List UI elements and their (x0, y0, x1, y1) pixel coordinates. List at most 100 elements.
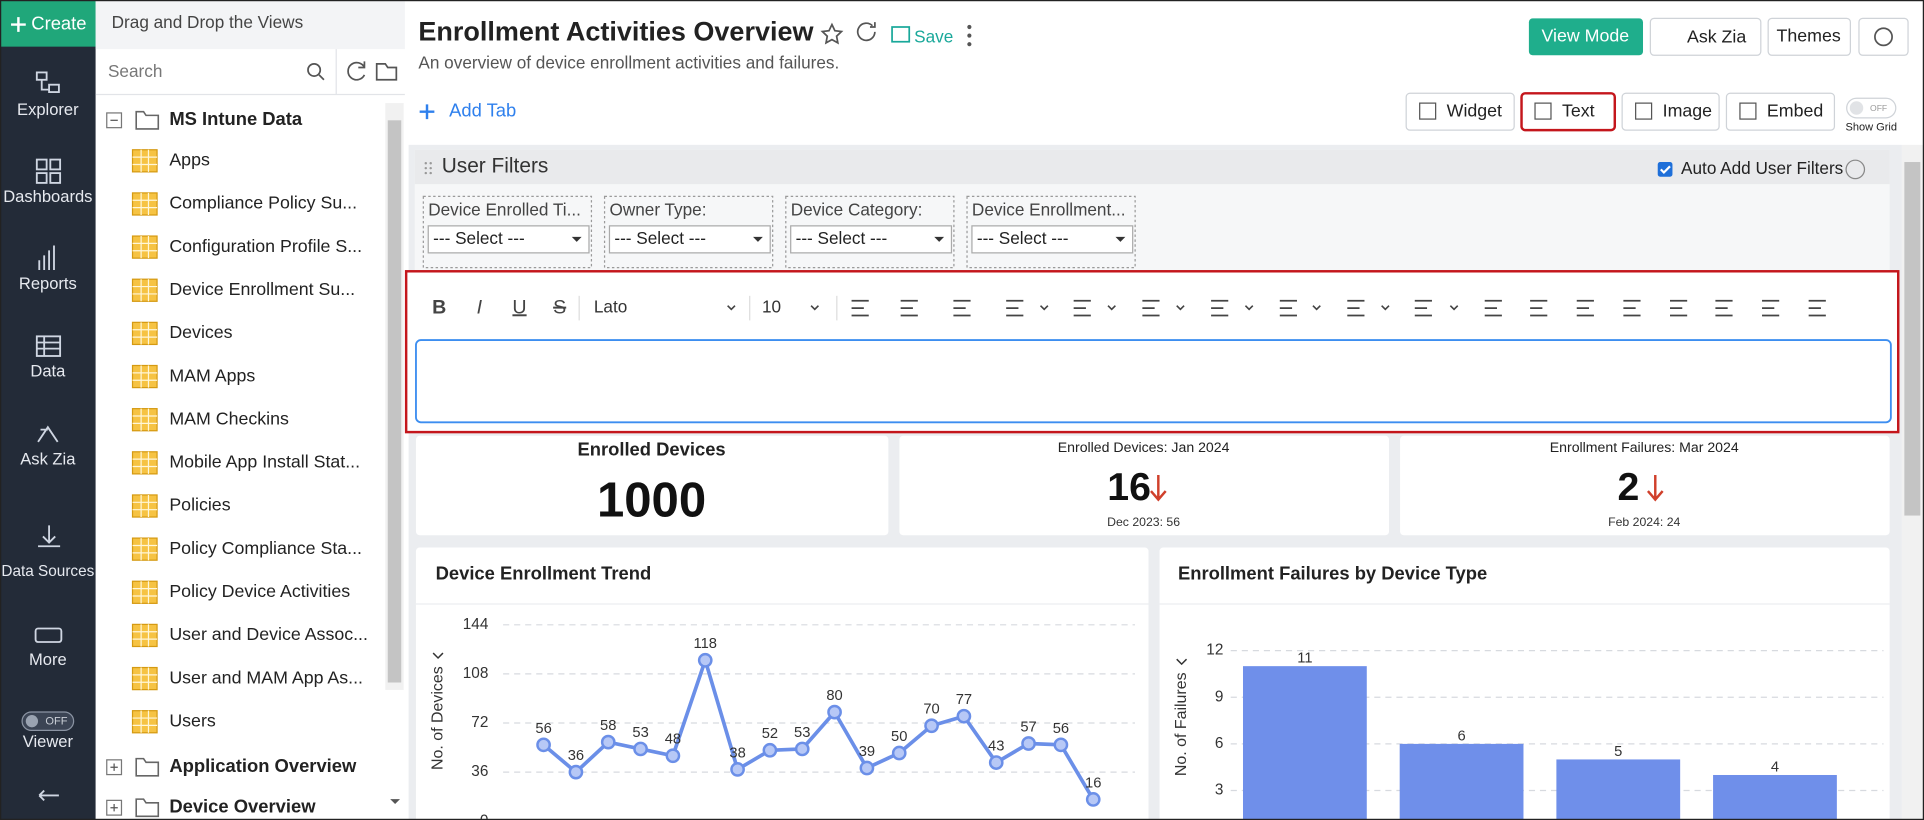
select-value[interactable]: --- Select --- (614, 228, 706, 248)
data-point[interactable] (633, 741, 648, 757)
data-point[interactable] (665, 748, 681, 764)
toolbar-icon[interactable] (1670, 299, 1688, 317)
bar[interactable] (1399, 743, 1524, 820)
settings-button[interactable] (1858, 17, 1909, 56)
bar[interactable] (1713, 774, 1837, 820)
data-point[interactable] (794, 741, 810, 757)
search-placeholder[interactable]: Search (108, 61, 162, 81)
scroll-arrow[interactable] (390, 799, 401, 805)
select-box[interactable] (608, 225, 771, 254)
insert-label[interactable]: Widget (1447, 100, 1502, 120)
toolbar-icon[interactable] (1279, 299, 1297, 317)
data-point[interactable] (536, 737, 551, 753)
data-point[interactable] (762, 742, 778, 758)
view-item[interactable]: Devices (169, 322, 232, 342)
view-mode-label[interactable]: View Mode (1542, 26, 1630, 46)
nav-item[interactable]: Explorer (17, 100, 79, 119)
toolbar-icon[interactable] (1006, 299, 1024, 317)
create-label[interactable]: Create (31, 12, 86, 33)
save-button[interactable]: Save (914, 27, 953, 47)
data-point[interactable] (600, 734, 616, 750)
insert-label[interactable]: Image (1663, 100, 1713, 120)
select-box[interactable] (971, 225, 1134, 254)
scrollbar-thumb[interactable] (1904, 162, 1921, 516)
view-item[interactable]: Device Enrollment Su... (169, 279, 355, 299)
toolbar-icon[interactable] (1347, 299, 1365, 317)
toolbar-icon[interactable] (1142, 299, 1160, 317)
bar[interactable] (1556, 759, 1681, 820)
format-button[interactable]: U (512, 296, 526, 318)
view-item[interactable]: Apps (169, 150, 210, 170)
view-item[interactable]: Policy Device Activities (169, 581, 350, 601)
data-point[interactable] (956, 708, 972, 724)
select-value[interactable]: --- Select --- (796, 228, 888, 248)
font-select[interactable]: Lato (594, 297, 627, 317)
data-point[interactable] (568, 764, 584, 780)
toolbar-icon[interactable] (1762, 299, 1780, 317)
select-box[interactable] (427, 225, 590, 254)
scrollbar-thumb[interactable] (387, 120, 402, 683)
folder-name[interactable]: MS Intune Data (169, 108, 303, 129)
format-button[interactable]: B (432, 296, 446, 318)
text-input[interactable] (415, 339, 1892, 424)
nav-item[interactable]: Ask Zia (20, 450, 76, 469)
nav-item[interactable]: Data (30, 361, 66, 380)
data-point[interactable] (891, 745, 907, 761)
data-point[interactable] (697, 652, 713, 668)
add-tab[interactable]: Add Tab (449, 100, 516, 121)
view-item[interactable]: MAM Checkins (169, 408, 289, 428)
ask-zia-label[interactable]: Ask Zia (1687, 27, 1746, 47)
view-item[interactable]: Policies (169, 495, 230, 515)
data-point[interactable] (1053, 737, 1069, 753)
view-item[interactable]: Compliance Policy Su... (169, 193, 357, 213)
data-point[interactable] (827, 704, 842, 720)
toolbar-icon[interactable] (1623, 299, 1641, 317)
ask-zia-button[interactable] (1649, 17, 1762, 56)
toolbar-icon[interactable] (1808, 299, 1826, 317)
data-point[interactable] (1021, 736, 1036, 751)
help-icon[interactable] (1845, 159, 1866, 180)
data-point[interactable] (859, 760, 875, 776)
select-value[interactable]: --- Select --- (433, 228, 525, 248)
bar[interactable] (1242, 666, 1367, 820)
toolbar-icon[interactable] (900, 299, 918, 317)
nav-item[interactable]: Viewer (23, 732, 74, 751)
view-item[interactable]: MAM Apps (169, 365, 255, 385)
view-mode-button[interactable] (1528, 18, 1644, 56)
data-point[interactable] (730, 762, 745, 777)
nav-item[interactable]: Dashboards (3, 187, 92, 206)
folder-name[interactable]: Application Overview (169, 755, 357, 776)
format-button[interactable]: I (477, 296, 483, 318)
view-item[interactable]: Mobile App Install Stat... (169, 452, 360, 472)
select-box[interactable] (790, 225, 953, 254)
toolbar-icon[interactable] (1715, 299, 1733, 317)
toolbar-icon[interactable] (1414, 299, 1432, 317)
toolbar-icon[interactable] (1530, 299, 1548, 317)
checkbox[interactable] (1657, 162, 1673, 177)
toolbar-icon[interactable] (1484, 299, 1502, 317)
auto-add-label[interactable]: Auto Add User Filters (1681, 158, 1843, 178)
nav-item[interactable]: More (29, 650, 67, 669)
toolbar-icon[interactable] (953, 299, 971, 317)
insert-label[interactable]: Text (1562, 100, 1595, 120)
view-item[interactable]: User and Device Assoc... (169, 624, 368, 644)
size-select[interactable]: 10 (762, 297, 781, 317)
data-point[interactable] (988, 755, 1004, 770)
themes-button[interactable] (1767, 17, 1851, 56)
toolbar-icon[interactable] (1576, 299, 1594, 317)
select-value[interactable]: --- Select --- (977, 228, 1069, 248)
view-item[interactable]: User and MAM App As... (169, 667, 363, 687)
toolbar-icon[interactable] (1073, 299, 1091, 317)
nav-item[interactable]: Data Sources (1, 563, 94, 580)
themes-label[interactable]: Themes (1777, 26, 1841, 46)
format-button[interactable]: S (553, 296, 566, 318)
folder-name[interactable]: Device Overview (169, 796, 316, 817)
view-item[interactable]: Policy Compliance Sta... (169, 538, 362, 558)
view-item[interactable]: Users (169, 710, 216, 730)
data-point[interactable] (924, 718, 939, 734)
nav-item[interactable]: Reports (19, 274, 77, 293)
insert-label[interactable]: Embed (1767, 100, 1823, 120)
toolbar-icon[interactable] (851, 299, 869, 317)
view-item[interactable]: Configuration Profile S... (169, 236, 362, 256)
toolbar-icon[interactable] (1211, 299, 1229, 317)
